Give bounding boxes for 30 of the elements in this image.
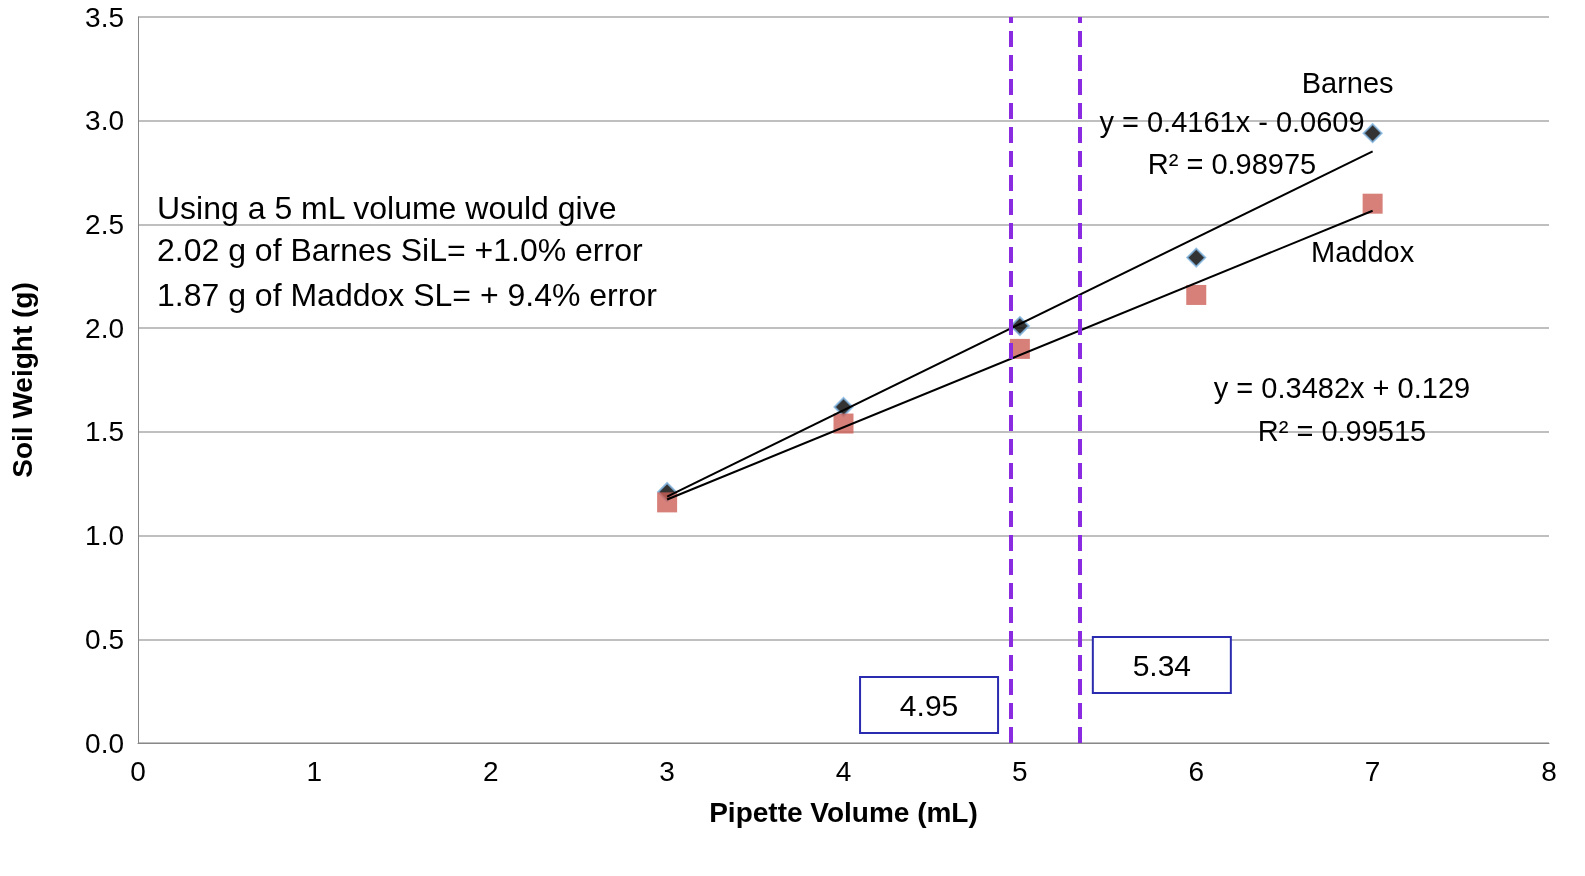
x-tick-label: 6 <box>1188 755 1205 787</box>
annotation: R² = 0.98975 <box>1147 148 1317 180</box>
x-tick-label: 0 <box>130 755 146 787</box>
y-tick-label: 1.5 <box>85 416 124 448</box>
y-tick-label: 0.5 <box>85 623 124 655</box>
series-label: Maddox <box>1311 235 1415 268</box>
y-tick-label: 3.0 <box>85 105 124 137</box>
y-tick-label: 1.0 <box>85 520 124 552</box>
x-tick-label: 4 <box>835 755 852 787</box>
x-tick-label: 8 <box>1541 755 1557 787</box>
x-tick-label: 7 <box>1364 755 1381 787</box>
x-tick-label: 1 <box>306 755 323 787</box>
ref-line-label: 4.95 <box>899 688 959 722</box>
annotation: y = 0.3482x + 0.129 <box>1213 372 1471 404</box>
y-tick-label: 2.0 <box>85 312 124 344</box>
annotation: Using a 5 mL volume would give <box>157 190 617 226</box>
y-tick-label: 3.5 <box>85 1 124 33</box>
annotation: y = 0.4161x - 0.0609 <box>1099 106 1365 138</box>
x-axis-title: Pipette Volume (mL) <box>709 796 978 828</box>
y-axis-title: Soil Weight (g) <box>6 282 38 478</box>
y-tick-label: 2.5 <box>85 208 124 240</box>
series-label: Barnes <box>1301 67 1394 100</box>
x-tick-label: 3 <box>659 755 675 787</box>
annotation: 2.02 g of Barnes SiL= +1.0% error <box>157 232 643 268</box>
x-tick-label: 2 <box>482 755 499 787</box>
annotation: 1.87 g of Maddox SL= + 9.4% error <box>157 277 658 313</box>
ref-line-label: 5.34 <box>1132 648 1192 682</box>
annotation: R² = 0.99515 <box>1257 415 1427 447</box>
x-tick-label: 5 <box>1012 755 1028 787</box>
y-tick-label: 0.0 <box>85 727 124 759</box>
